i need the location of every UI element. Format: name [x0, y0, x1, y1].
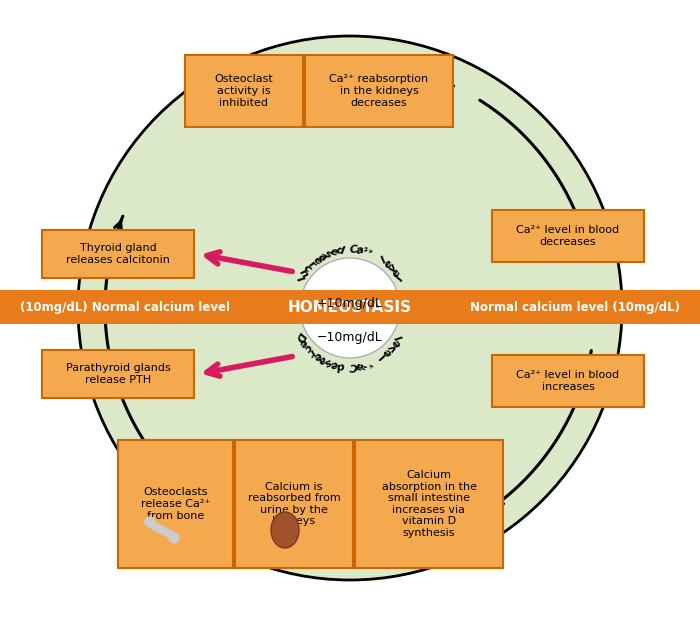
Text: e: e	[382, 258, 394, 271]
Ellipse shape	[271, 512, 299, 548]
Text: I: I	[295, 275, 305, 283]
Text: s: s	[323, 356, 333, 367]
Text: r: r	[307, 259, 317, 270]
FancyBboxPatch shape	[118, 440, 233, 568]
Circle shape	[145, 517, 155, 527]
FancyBboxPatch shape	[42, 230, 194, 278]
Bar	[0, 290, 700, 324]
FancyBboxPatch shape	[42, 350, 194, 398]
Text: (10mg/dL) Normal calcium level: (10mg/dL) Normal calcium level	[20, 301, 230, 314]
Text: e: e	[329, 358, 340, 369]
Text: Osteoclast
activity is
inhibited: Osteoclast activity is inhibited	[215, 74, 274, 108]
Text: e: e	[382, 346, 394, 358]
Text: Ca²⁺ level in blood
decreases: Ca²⁺ level in blood decreases	[517, 225, 620, 247]
Text: C: C	[349, 361, 358, 371]
Text: Osteoclasts
release Ca²⁺
from bone: Osteoclasts release Ca²⁺ from bone	[141, 488, 210, 521]
Text: e: e	[391, 336, 403, 348]
Text: v: v	[386, 341, 399, 353]
Circle shape	[78, 36, 622, 580]
Text: e: e	[329, 246, 340, 258]
Text: d: d	[336, 245, 345, 256]
Text: r: r	[307, 346, 317, 358]
Text: ⁺: ⁺	[368, 356, 377, 367]
Text: e: e	[311, 254, 323, 267]
Text: ⁺: ⁺	[368, 249, 377, 260]
Text: ²: ²	[362, 358, 370, 369]
FancyBboxPatch shape	[185, 55, 303, 127]
Text: ²: ²	[362, 247, 370, 258]
Text: Parathyroid glands
release PTH: Parathyroid glands release PTH	[66, 363, 170, 385]
Text: l: l	[379, 255, 388, 266]
Text: −10mg/dL: −10mg/dL	[317, 331, 383, 344]
Text: e: e	[297, 336, 309, 348]
Text: l: l	[379, 351, 388, 361]
Text: l: l	[395, 333, 405, 341]
Text: a: a	[355, 359, 364, 371]
Text: Thyroid gland
releases calcitonin: Thyroid gland releases calcitonin	[66, 243, 170, 265]
Text: Calcium
absorption in the
small intestine
increases via
vitamin D
synthesis: Calcium absorption in the small intestin…	[382, 470, 477, 538]
Text: a: a	[355, 245, 364, 256]
Text: c: c	[302, 263, 314, 274]
FancyBboxPatch shape	[492, 210, 644, 262]
Text: e: e	[391, 268, 403, 279]
Text: v: v	[386, 262, 399, 275]
Text: l: l	[395, 275, 405, 283]
Text: a: a	[316, 353, 328, 365]
Text: Calcium is
reabsorbed from
urine by the
kidneys: Calcium is reabsorbed from urine by the …	[248, 482, 340, 526]
Circle shape	[300, 258, 400, 358]
Text: +10mg/dL: +10mg/dL	[317, 298, 383, 311]
Circle shape	[146, 518, 154, 526]
Text: e: e	[311, 349, 323, 362]
Text: n: n	[297, 268, 309, 280]
Circle shape	[169, 533, 179, 543]
FancyBboxPatch shape	[305, 55, 453, 127]
FancyBboxPatch shape	[492, 355, 644, 407]
Text: d: d	[336, 359, 345, 371]
FancyBboxPatch shape	[355, 440, 503, 568]
Text: c: c	[302, 341, 314, 353]
Text: D: D	[293, 331, 307, 344]
Text: C: C	[349, 245, 358, 255]
Text: Normal calcium level (10mg/dL): Normal calcium level (10mg/dL)	[470, 301, 680, 314]
Text: a: a	[316, 251, 328, 263]
FancyBboxPatch shape	[235, 440, 353, 568]
Text: Ca²⁺ reabsorption
in the kidneys
decreases: Ca²⁺ reabsorption in the kidneys decreas…	[330, 74, 428, 108]
Circle shape	[170, 534, 178, 542]
Text: s: s	[323, 248, 333, 260]
Text: Ca²⁺ level in blood
increases: Ca²⁺ level in blood increases	[517, 370, 620, 392]
Text: HOMEOSTASIS: HOMEOSTASIS	[288, 299, 412, 314]
